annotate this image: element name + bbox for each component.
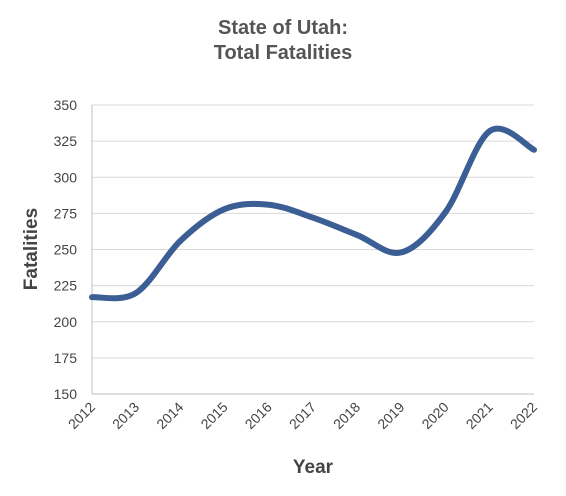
x-tick-label-2022: 2022: [507, 399, 540, 432]
x-tick-label-2020: 2020: [418, 399, 451, 432]
x-tick-label-2012: 2012: [65, 399, 98, 432]
x-tick-label-2015: 2015: [197, 399, 230, 432]
data-point-2019: [398, 249, 404, 255]
chart-title-line-2: Total Fatalities: [213, 42, 353, 64]
chart-title: State of Utah: Total Fatalities: [0, 16, 566, 66]
axes: [91, 105, 534, 395]
x-tick-label-2017: 2017: [286, 399, 319, 432]
x-tick-label-2013: 2013: [109, 399, 142, 432]
data-point-2020: [443, 209, 449, 215]
x-tick-labels: 2012 2013 2014 2015 2016 2017 2018 2019 2020 2021…: [65, 399, 540, 432]
data-point-2017: [310, 215, 316, 221]
data-point-2018: [354, 232, 360, 238]
y-tick-label-300: 300: [54, 169, 78, 185]
y-tick-labels: 150 175 200 225 250 275 300 325 350: [54, 97, 78, 402]
data-point-2022: [531, 147, 537, 153]
series-line-0: [89, 125, 537, 302]
y-tick-label-225: 225: [54, 278, 78, 294]
y-tick-label-150: 150: [54, 386, 78, 402]
data-point-2013: [133, 290, 139, 296]
y-tick-label-350: 350: [54, 97, 78, 113]
x-tick-label-2021: 2021: [463, 399, 496, 432]
y-axis-title: Fatalities: [21, 208, 42, 290]
y-tick-label-325: 325: [54, 133, 78, 149]
y-tick-label-200: 200: [54, 314, 78, 330]
x-axis-title: Year: [293, 457, 334, 478]
y-tick-label-275: 275: [54, 205, 78, 221]
gridlines: [92, 104, 534, 359]
data-point-2015: [222, 206, 228, 212]
x-tick-label-2019: 2019: [374, 399, 407, 432]
data-point-2016: [266, 202, 272, 208]
y-tick-label-175: 175: [54, 350, 78, 366]
x-tick-label-2016: 2016: [242, 399, 275, 432]
series-layer: [89, 125, 537, 302]
data-point-2014: [177, 238, 183, 244]
y-tick-label-250: 250: [54, 242, 78, 258]
data-point-2021: [487, 128, 493, 134]
data-point-2012: [89, 294, 95, 300]
chart-title-line-1: State of Utah:: [218, 17, 348, 39]
x-tick-label-2014: 2014: [153, 399, 186, 432]
x-tick-label-2018: 2018: [330, 399, 363, 432]
